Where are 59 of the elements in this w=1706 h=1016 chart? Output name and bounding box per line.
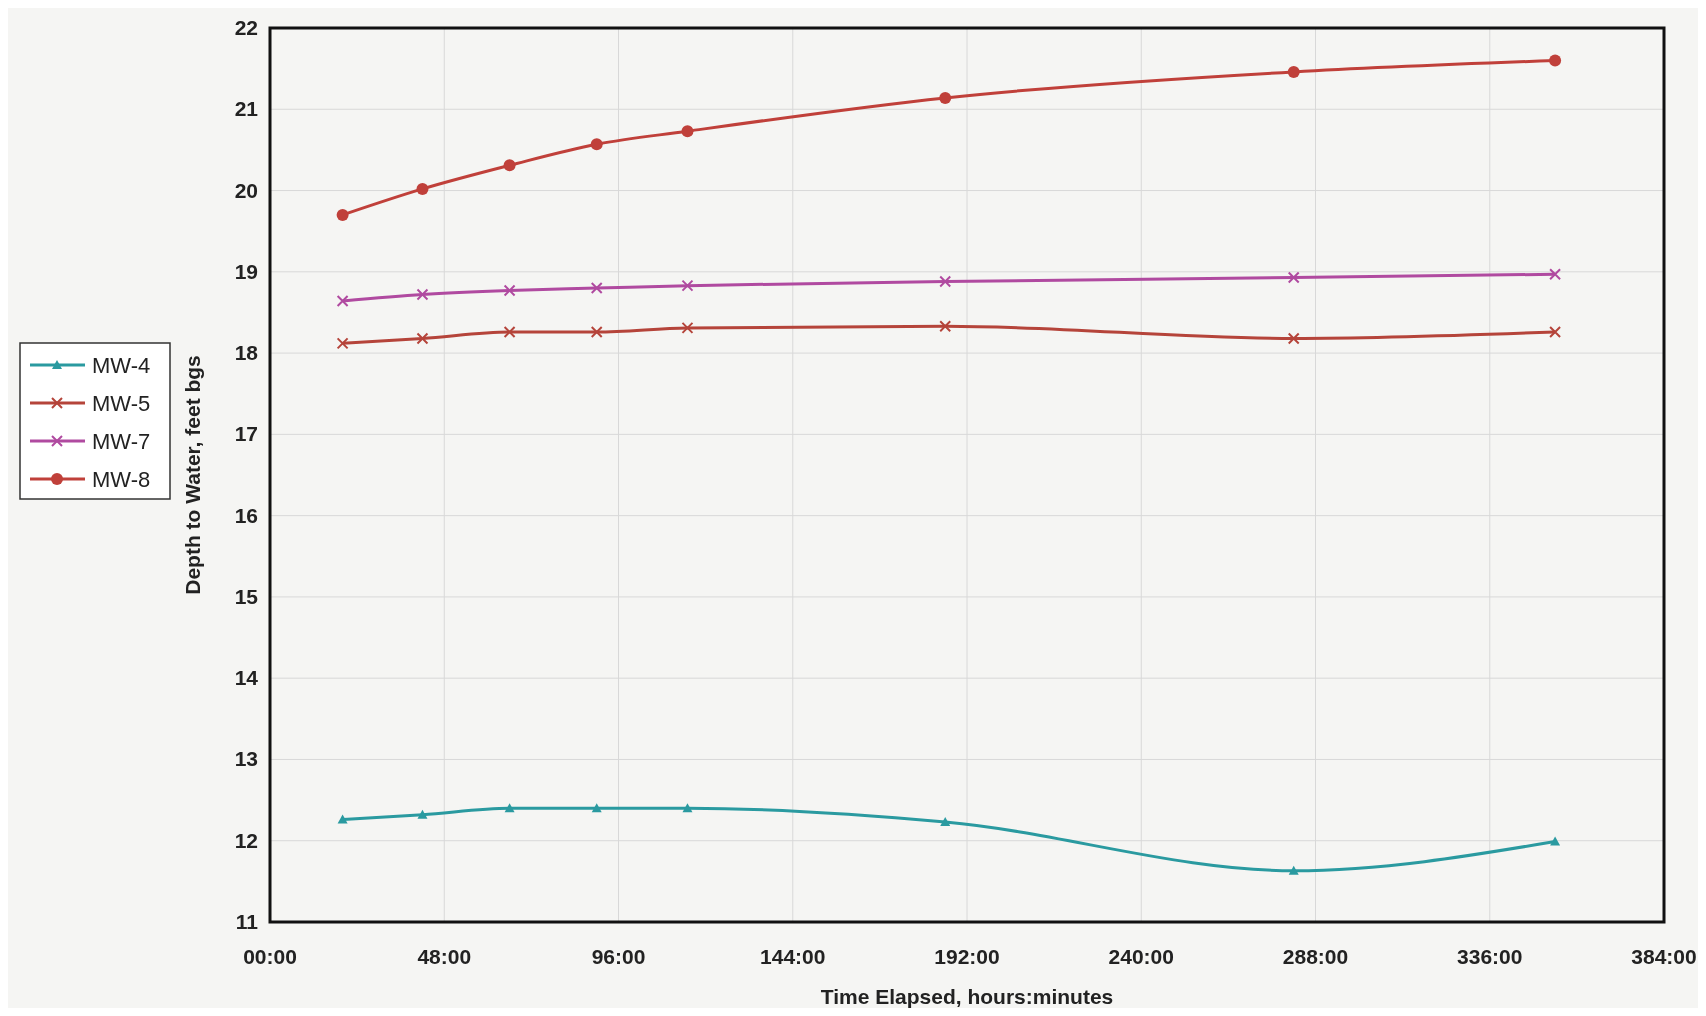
y-tick-label: 22 [234,16,258,39]
point [416,332,429,345]
x-tick-label: 96:00 [591,945,646,968]
point [416,288,429,301]
x-tick-label: 144:00 [760,945,826,968]
x-tick-label: 288:00 [1282,945,1349,968]
y-tick-label: 14 [234,666,259,690]
y-tick-label: 15 [234,584,259,608]
point [681,321,694,334]
point [503,325,516,338]
point [336,295,349,308]
point [1287,65,1300,78]
point [337,814,348,824]
point [504,803,515,813]
x-tick-label: 192:00 [934,945,1000,968]
y-tick-label: 13 [234,747,258,771]
y-tick-label: 19 [234,259,258,283]
point [1549,54,1562,67]
x-tick-label: 48:00 [417,945,472,968]
legend-label: MW-4 [92,353,151,378]
point [590,325,603,338]
y-tick-label: 20 [234,178,258,202]
x-tick-label: 336:00 [1457,945,1523,968]
point [416,182,429,195]
y-tick-label: 11 [235,910,259,933]
x-axis-title: Time Elapsed, hours:minutes [820,985,1114,1008]
point [1287,271,1300,284]
point [682,803,693,813]
y-tick-label: 16 [234,503,258,527]
x-tick-label: 240:00 [1108,945,1174,968]
point [1288,865,1299,875]
x-tick-label: 00:00 [243,945,297,968]
y-tick-label: 18 [234,341,259,365]
legend-label: MW-5 [92,391,151,416]
point [503,159,516,172]
x-tick-label: 384:00 [1631,945,1697,968]
y-tick-label: 21 [234,97,259,121]
y-tick-label: 12 [234,828,258,852]
y-axis-title: Depth to Water, feet bgs [181,355,204,595]
point [1549,325,1562,338]
legend-label: MW-7 [92,429,151,454]
y-tick-label: 17 [234,422,258,446]
point [939,320,952,333]
point [336,208,349,221]
point [590,282,603,295]
point [417,809,428,819]
legend-label: MW-8 [92,467,151,492]
point [590,138,603,151]
point [681,125,694,138]
point [681,279,694,292]
point [1549,268,1562,281]
point [940,817,951,827]
point [336,337,349,350]
point [591,803,602,813]
point [503,284,516,297]
point [939,275,952,288]
point [1287,332,1300,345]
point [939,91,952,104]
point [1550,836,1561,846]
